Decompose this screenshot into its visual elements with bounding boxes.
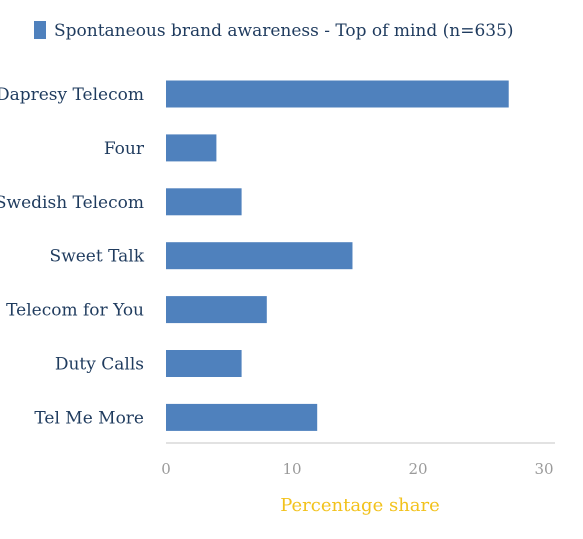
- bars-group: [166, 80, 509, 431]
- bar: [166, 296, 267, 324]
- legend-label: Spontaneous brand awareness - Top of min…: [54, 21, 514, 41]
- x-tick-label: 10: [282, 460, 301, 478]
- x-tick-label: 20: [408, 460, 427, 478]
- category-label: Telecom for You: [6, 301, 144, 321]
- x-tick-labels: 0 10 20 30: [161, 460, 553, 478]
- legend-swatch: [34, 21, 46, 39]
- category-label: Duty Calls: [55, 355, 144, 375]
- bar: [166, 242, 353, 270]
- x-tick-label: 0: [161, 460, 171, 478]
- x-axis-title: Percentage share: [280, 495, 440, 516]
- category-label: Tel Me More: [34, 408, 144, 428]
- bar: [166, 350, 242, 377]
- category-label: Four: [104, 139, 145, 159]
- bar: [166, 134, 217, 162]
- bar: [166, 80, 509, 108]
- category-labels: Dapresy Telecom Four Swedish Telecom Sweet …: [0, 85, 145, 428]
- category-label: Dapresy Telecom: [0, 85, 144, 105]
- bar: [166, 403, 318, 431]
- bar: [166, 188, 242, 216]
- category-label: Swedish Telecom: [0, 193, 144, 213]
- x-tick-label: 30: [534, 460, 553, 478]
- category-label: Sweet Talk: [50, 247, 145, 267]
- legend: Spontaneous brand awareness - Top of min…: [34, 21, 514, 41]
